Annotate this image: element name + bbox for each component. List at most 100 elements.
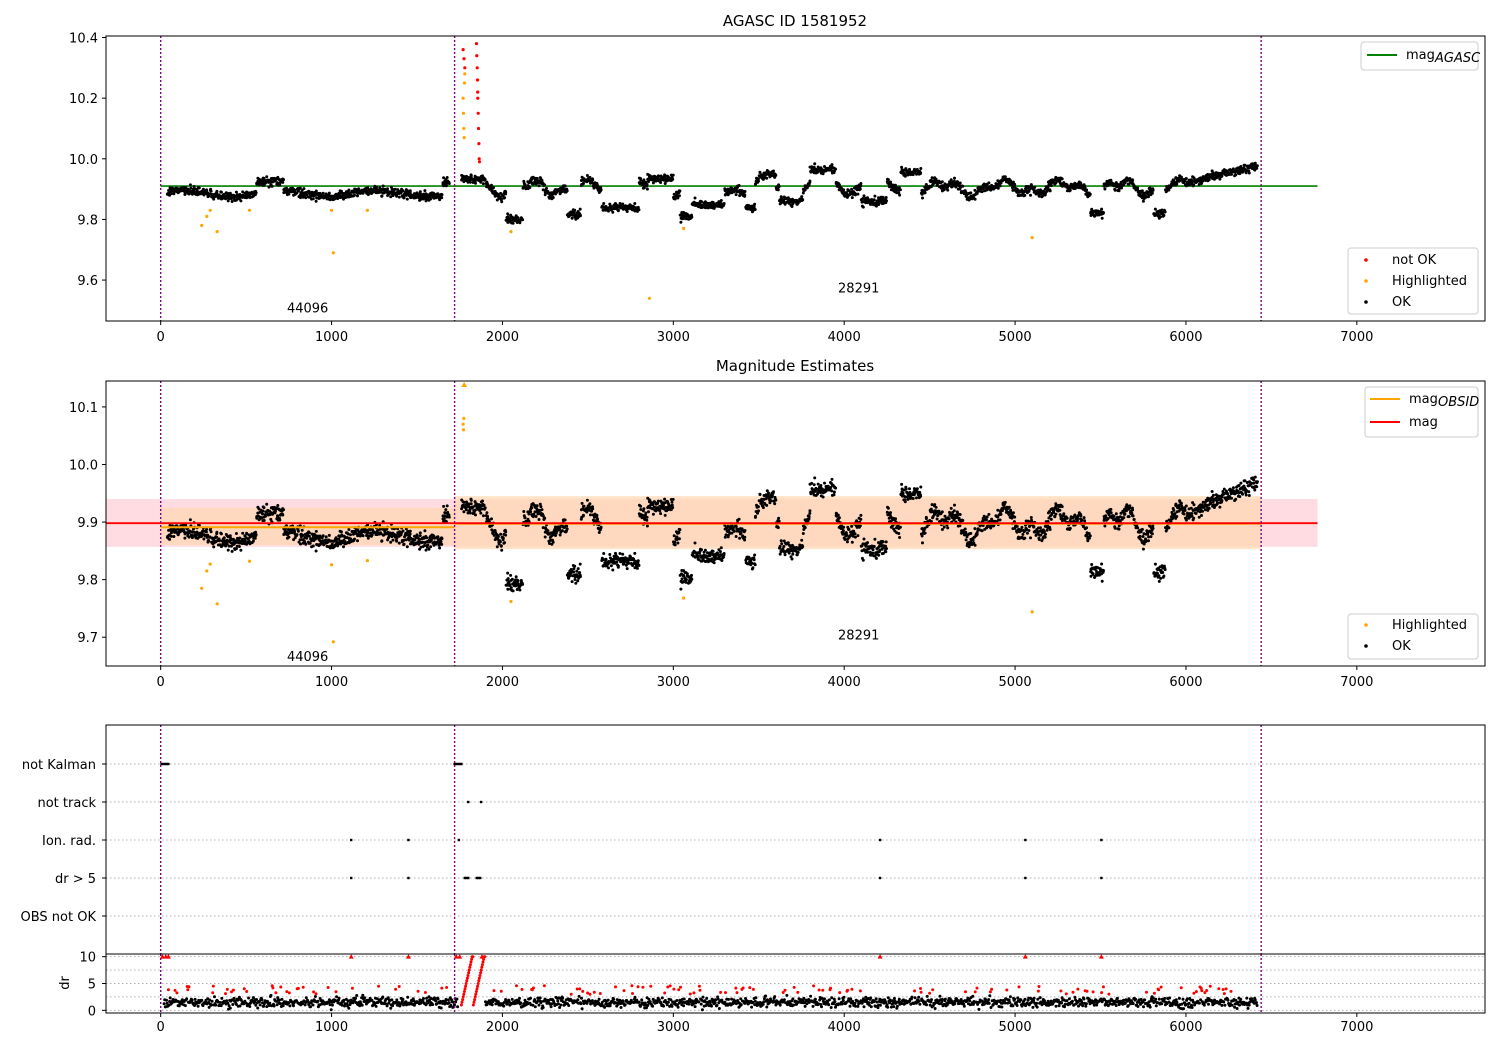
mag-ok-point — [551, 540, 555, 544]
mag-ok-point — [226, 548, 230, 552]
mag-ok-point — [872, 544, 876, 548]
mag-ok-point — [205, 527, 209, 531]
agasc-ok-point — [227, 197, 231, 201]
mag-ok-point — [836, 513, 840, 517]
mag-ok-point — [575, 569, 579, 573]
mag-ok-point — [712, 561, 716, 565]
mag-ok-point — [949, 506, 953, 510]
mag-ok-point — [447, 515, 451, 519]
mag-ok-point — [658, 509, 662, 513]
mag-ok-point — [758, 493, 762, 496]
agasc-ok-point — [726, 193, 730, 197]
agasc-ok-point — [444, 184, 448, 188]
agasc-ok-point — [585, 174, 589, 177]
mag-ok-point — [281, 513, 285, 517]
mag-ok-point — [750, 561, 754, 565]
mag-ok-point — [215, 530, 219, 534]
agasc-ok-point — [504, 192, 508, 196]
mag-ok-point — [261, 509, 265, 513]
mag-ok-point — [734, 535, 738, 538]
mag-ok-point — [445, 504, 449, 508]
mag-ok-point — [442, 517, 446, 520]
mag-ok-point — [330, 542, 334, 546]
mag-ok-point — [573, 564, 577, 568]
mag-ok-point — [894, 517, 897, 521]
mag-ok-point — [866, 550, 870, 554]
agasc-not-ok-point — [461, 48, 465, 52]
agasc-ok-point — [1153, 207, 1157, 211]
mag-ok-point — [253, 536, 257, 540]
mag-ok-point — [425, 536, 429, 540]
agasc-ok-point — [738, 194, 742, 198]
agasc-ok-point — [671, 177, 675, 181]
agasc-ok-point — [602, 202, 606, 205]
agasc-ok-point — [551, 196, 555, 200]
mag-ok-point — [753, 553, 757, 557]
mag-ok-point — [886, 506, 890, 510]
agasc-not-ok-point — [477, 157, 481, 161]
mag-ok-point — [856, 534, 860, 538]
mag-ok-point — [625, 567, 629, 571]
agasc-ok-point — [481, 182, 485, 186]
agasc-ok-point — [188, 183, 192, 187]
mag-ok-point — [726, 535, 730, 539]
mag-ok-point — [676, 541, 680, 545]
agasc-ok-point — [958, 181, 962, 185]
mag-ok-point — [574, 581, 578, 585]
mag-ok-point — [889, 511, 892, 515]
mag-ok-point — [618, 552, 622, 555]
mag-ok-point — [628, 555, 632, 559]
mag-ok-point — [576, 567, 580, 571]
mag-ok-point — [711, 549, 715, 553]
agasc-ok-point — [719, 199, 723, 202]
mag-ok-point — [565, 527, 569, 531]
mag-ok-point — [572, 570, 576, 574]
agasc-ok-point — [645, 187, 649, 191]
agasc-ok-point — [873, 194, 877, 198]
mag-ok-point — [796, 550, 800, 554]
agasc-not-ok-point — [476, 96, 480, 100]
mag-ok-point — [287, 535, 291, 539]
mag-ok-point — [898, 525, 902, 529]
agasc-ok-point — [677, 194, 681, 198]
mag-ok-point — [276, 504, 280, 507]
mag-ok-point — [773, 502, 777, 506]
agasc-ok-point — [278, 183, 282, 187]
mag-ok-point — [778, 544, 782, 548]
mag-ok-point — [485, 511, 489, 515]
mag-ok-point — [576, 579, 580, 583]
mag-ok-point — [690, 577, 694, 581]
agasc-ok-point — [270, 184, 274, 188]
agasc-ok-point — [389, 195, 393, 199]
agasc-ok-point — [898, 193, 902, 197]
mag-ok-point — [670, 500, 674, 504]
mag-ok-point — [611, 568, 615, 572]
agasc-ok-point — [189, 186, 193, 190]
agasc-ok-point — [1150, 191, 1154, 195]
mag-ok-point — [474, 513, 477, 517]
mag-ok-point — [841, 529, 845, 533]
agasc-ok-point — [503, 196, 507, 200]
agasc-ok-point — [361, 191, 365, 195]
mag-ok-point — [278, 518, 282, 522]
agasc-ok-point — [1048, 189, 1052, 193]
mag-ok-point — [645, 524, 649, 528]
agasc-ok-point — [1113, 188, 1117, 192]
mag-ok-point — [570, 580, 574, 584]
agasc-ok-point — [391, 194, 395, 198]
agasc-ok-point — [803, 188, 807, 192]
mag-ok-point — [754, 514, 757, 518]
mag-ok-point — [947, 517, 951, 521]
mag-ok-point — [397, 541, 401, 545]
agasc-highlighted-point — [462, 81, 467, 85]
mag-ok-point — [481, 499, 484, 503]
mag-ok-point — [168, 537, 172, 541]
background-layer — [106, 496, 1485, 1011]
agasc-ok-point — [570, 216, 574, 220]
mag-ok-point — [500, 548, 504, 552]
mag-ok-point — [237, 545, 241, 548]
agasc-ok-point — [1184, 177, 1188, 180]
agasc-ok-point — [545, 186, 548, 190]
mag-ok-point — [803, 526, 807, 530]
